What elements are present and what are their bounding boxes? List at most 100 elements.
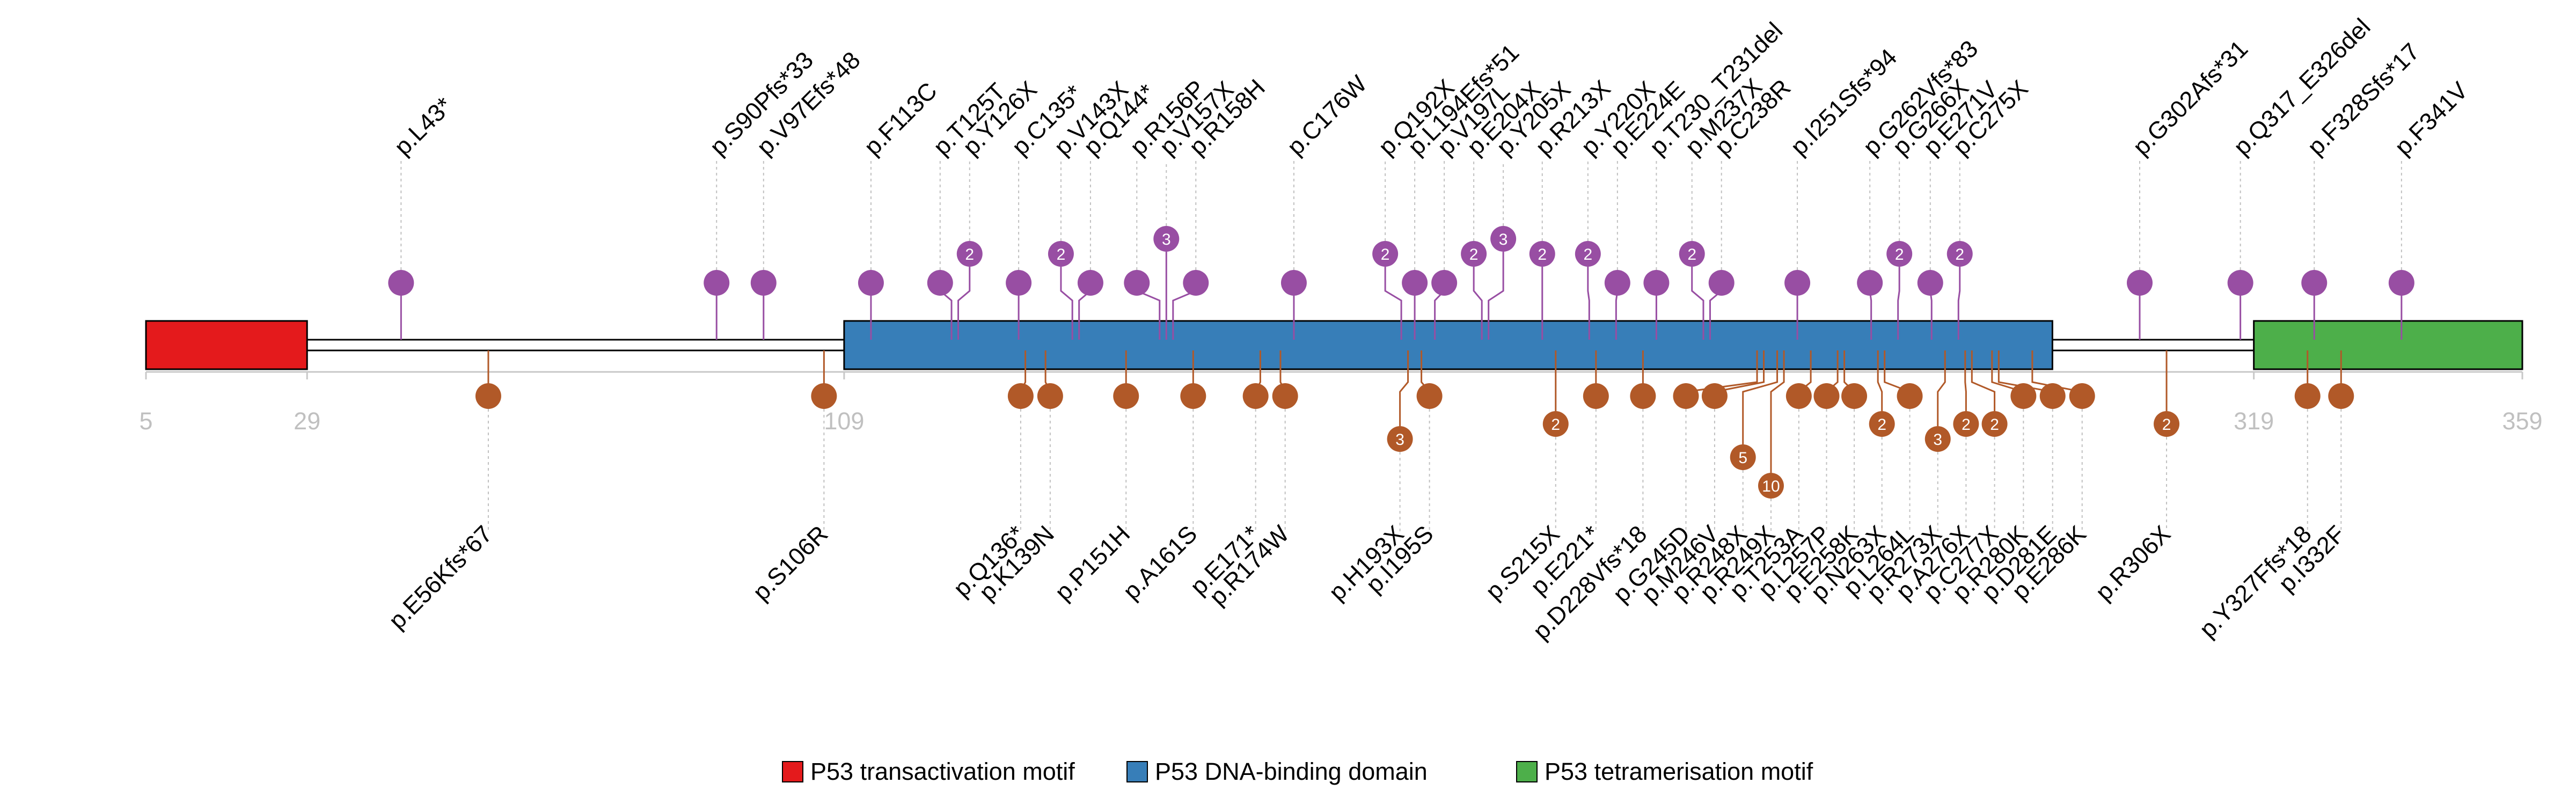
lollipop-head	[1387, 426, 1413, 452]
lollipop-head	[1917, 270, 1943, 296]
stem	[1384, 267, 1402, 340]
lollipop-head	[1679, 241, 1705, 267]
count-badge: 3	[1933, 431, 1942, 449]
bottom-mutation-28: 2 p.R306X	[2090, 350, 2180, 606]
count-badge: 2	[2162, 416, 2171, 434]
lollipop-head	[1402, 270, 1428, 296]
lollipop-head	[1841, 383, 1868, 409]
lollipop-head	[1946, 241, 1973, 267]
lollipop-head	[1630, 383, 1656, 409]
mutation-label: p.P151H	[1049, 520, 1135, 606]
lollipop-head	[1529, 241, 1555, 267]
lollipop-head	[1006, 270, 1032, 296]
lollipop-head	[1542, 411, 1569, 437]
lollipop-head	[2294, 383, 2321, 409]
lollipop-head	[1869, 411, 1895, 437]
lollipop-head	[1583, 383, 1609, 409]
lollipop-head	[1372, 241, 1399, 267]
lollipop-head	[1857, 270, 1883, 296]
mutation-label: p.S106R	[748, 520, 833, 606]
stem	[1964, 350, 1967, 411]
count-badge: 10	[1762, 478, 1780, 495]
lollipop-head	[1180, 383, 1206, 409]
top-mutation-24: p.I251Sfs*94	[1784, 43, 1902, 340]
lollipop-head	[1981, 411, 2008, 437]
lollipop-head	[1784, 270, 1811, 296]
lollipop-head	[1924, 426, 1951, 452]
count-badge: 2	[1381, 246, 1390, 264]
stem	[1897, 267, 1900, 340]
lollipop-head	[1953, 411, 1979, 437]
legend-swatch	[782, 761, 803, 782]
lollipop-head	[1124, 270, 1150, 296]
lollipop-head	[2010, 383, 2037, 409]
stem	[957, 267, 971, 340]
legend-label: P53 tetramerisation motif	[1545, 758, 1813, 785]
top-mutation-14: p.L194Efs*51	[1402, 39, 1524, 340]
axis-tick-label-0: 5	[139, 407, 152, 435]
mutation-label: p.E56Kfs*67	[383, 520, 497, 634]
lollipop-head	[1007, 383, 1034, 409]
lollipop-head	[1183, 270, 1209, 296]
count-badge: 2	[1877, 416, 1886, 434]
stem	[1957, 267, 1961, 340]
top-mutation-30: p.Q317_E326del	[2227, 13, 2376, 340]
legend-swatch	[1126, 761, 1148, 782]
lollipop-head	[1077, 270, 1103, 296]
axis-tick-label-1: 29	[294, 407, 320, 435]
count-badge: 2	[1583, 246, 1592, 264]
bottom-mutation-1: p.S106R	[748, 350, 837, 606]
count-badge: 2	[1551, 416, 1560, 434]
mutation-label: p.R306X	[2090, 520, 2176, 606]
axis-tick-label-4: 359	[2502, 407, 2542, 435]
lollipop-head	[475, 383, 501, 409]
lollipop-head	[1242, 383, 1269, 409]
lollipop-head	[1272, 383, 1298, 409]
count-badge: 2	[1469, 246, 1479, 264]
stem	[1770, 350, 1785, 473]
lollipop-head	[1153, 226, 1180, 252]
lollipop-head	[1897, 383, 1923, 409]
lollipop-head	[1431, 270, 1458, 296]
lollipop-head	[704, 270, 730, 296]
lollipop-head	[1643, 270, 1670, 296]
lollipop-head	[1701, 383, 1728, 409]
count-badge: 2	[1057, 246, 1066, 264]
lollipop-head	[1604, 270, 1630, 296]
domain-0	[145, 320, 308, 370]
count-badge: 2	[1962, 416, 1971, 434]
lollipop-head	[2039, 383, 2066, 409]
lollipop-head	[388, 270, 414, 296]
count-badge: 2	[965, 246, 974, 264]
count-badge: 3	[1162, 231, 1171, 248]
stem	[1742, 350, 1779, 444]
top-mutation-32: p.F341V	[2388, 77, 2473, 340]
stem	[1488, 252, 1504, 340]
mutation-label: p.L43*	[389, 92, 457, 160]
legend-swatch	[1516, 761, 1538, 782]
stem	[1060, 267, 1073, 340]
lollipop-head	[858, 270, 884, 296]
lollipop-head	[1280, 270, 1307, 296]
count-badge: 3	[1395, 431, 1404, 449]
lollipop-head	[2388, 270, 2414, 296]
mutation-label: p.C176W	[1282, 70, 1372, 160]
axis-tick-label-3: 319	[2234, 407, 2274, 435]
bottom-mutation-29: p.Y327Ffs*18	[2194, 350, 2321, 643]
lollipop-head	[2069, 383, 2095, 409]
legend-item-0: P53 transactivation motif	[782, 758, 1075, 785]
stem	[1587, 267, 1590, 340]
legend-item-2: P53 tetramerisation motif	[1516, 758, 1813, 785]
lollipop-head	[1037, 383, 1063, 409]
stem	[1937, 350, 1946, 426]
lollipop-head	[956, 241, 983, 267]
axis-tick-label-2: 109	[824, 407, 864, 435]
lollipop-head	[1758, 473, 1784, 499]
legend-label: P53 DNA-binding domain	[1155, 758, 1428, 785]
lollipop-head	[1416, 383, 1443, 409]
mutation-label: p.A161S	[1117, 520, 1202, 605]
stem	[1473, 267, 1483, 340]
lollipop-head	[1785, 383, 1812, 409]
lollipop-head	[1048, 241, 1074, 267]
count-badge: 2	[1895, 246, 1904, 264]
